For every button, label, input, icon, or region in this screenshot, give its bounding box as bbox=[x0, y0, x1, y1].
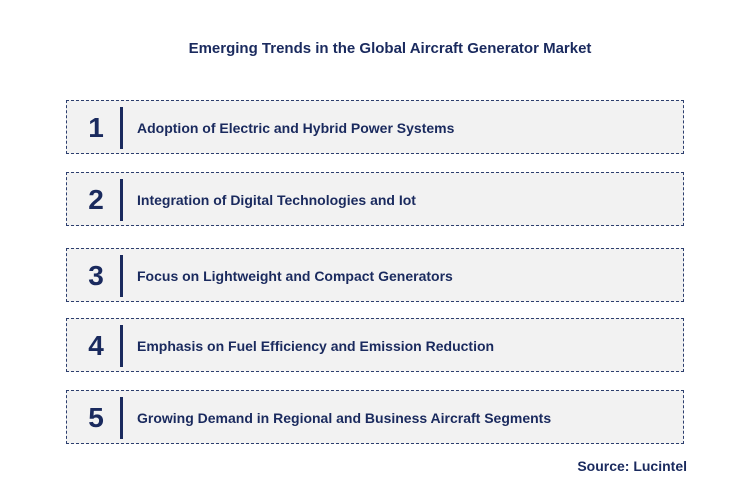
trend-number: 1 bbox=[88, 112, 104, 143]
trend-label: Adoption of Electric and Hybrid Power Sy… bbox=[137, 120, 455, 136]
trend-box: 2 Integration of Digital Technologies and… bbox=[66, 172, 684, 226]
title: Emerging Trends in the Global Aircraft G… bbox=[188, 40, 592, 57]
divider bbox=[120, 397, 123, 439]
trend-label: Growing Demand in Regional and Business … bbox=[137, 410, 552, 426]
trend-label: Focus on Lightweight and Compact Generat… bbox=[137, 268, 453, 284]
trend-label: Integration of Digital Technologies and … bbox=[137, 192, 416, 208]
divider bbox=[120, 179, 123, 221]
divider bbox=[120, 255, 123, 297]
source: Source: Lucintel bbox=[577, 458, 687, 474]
trend-number: 2 bbox=[88, 184, 104, 215]
divider bbox=[120, 107, 123, 149]
divider bbox=[120, 325, 123, 367]
trend-box: 4 Emphasis on Fuel Efficiency and Emissio… bbox=[66, 318, 684, 372]
trend-box: 1 Adoption of Electric and Hybrid Power S… bbox=[66, 100, 684, 154]
trend-number: 3 bbox=[88, 260, 104, 291]
trend-label: Emphasis on Fuel Efficiency and Emission… bbox=[137, 338, 495, 354]
trend-box: 3 Focus on Lightweight and Compact Genera… bbox=[66, 248, 684, 302]
trend-number: 5 bbox=[88, 402, 104, 433]
trend-box: 5 Growing Demand in Regional and Business… bbox=[66, 390, 684, 444]
trend-number: 4 bbox=[88, 330, 104, 361]
